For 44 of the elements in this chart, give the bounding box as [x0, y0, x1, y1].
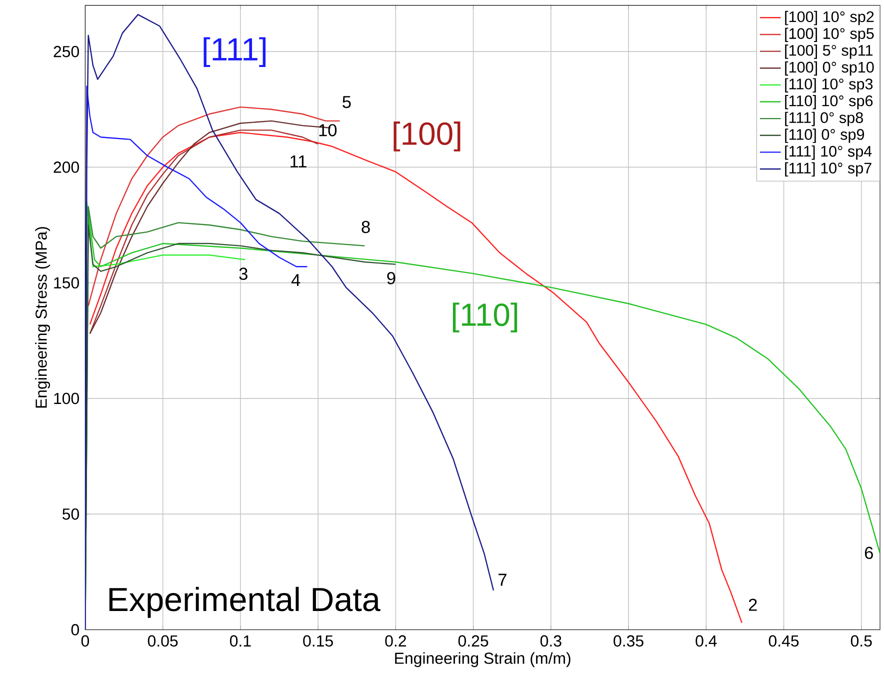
legend-label: [100] 10° sp2: [785, 10, 874, 26]
legend-label: [110] 0° sp9: [785, 128, 864, 143]
x-tick-label: 0.5: [850, 635, 872, 646]
x-tick-label: 0.1: [230, 635, 251, 646]
annotation: 9: [387, 272, 396, 284]
annotation: 10: [319, 124, 337, 136]
x-tick-label: 0.3: [540, 635, 562, 646]
annotation: 6: [864, 546, 873, 559]
x-tick-label: 0.4: [696, 635, 717, 646]
legend-label: [110] 10° sp3: [785, 78, 873, 92]
x-tick-label: 0.2: [385, 635, 406, 646]
annotation: 11: [290, 155, 306, 168]
y-tick-label: 200: [54, 161, 79, 173]
annotation: 4: [291, 274, 300, 286]
x-tick-label: 0.25: [458, 635, 488, 646]
legend-label: [100] 0° sp10: [785, 61, 874, 76]
annotation: 8: [362, 220, 370, 233]
legend-label: [100] 10° sp5: [785, 28, 874, 42]
annotation: Experimental Data: [109, 586, 380, 618]
y-tick-label: 0: [71, 624, 79, 636]
y-axis-title: Engineering Stress (MPa): [35, 226, 50, 408]
annotation: 2: [748, 598, 757, 611]
x-tick-label: 0: [81, 635, 90, 646]
annotation: [111]: [204, 37, 266, 67]
legend-label: [110] 10° sp6: [785, 94, 873, 110]
y-tick-label: 250: [54, 46, 79, 58]
x-tick-label: 0.35: [614, 635, 644, 646]
annotation: 7: [498, 574, 506, 586]
y-tick-label: 150: [54, 277, 79, 288]
y-tick-label: 100: [54, 392, 79, 404]
annotation: 3: [239, 268, 248, 280]
x-tick-label: 0.05: [148, 635, 178, 646]
y-tick-label: 50: [62, 508, 79, 520]
annotation: [100]: [394, 121, 460, 152]
annotation: [110]: [452, 302, 518, 332]
legend-label: [111] 10° sp7: [785, 162, 872, 176]
x-tick-label: 0.15: [303, 635, 333, 646]
line-series: [88, 106, 340, 306]
legend-label: [111] 10° sp4: [785, 145, 872, 160]
legend-label: [111] 0° sp8: [785, 112, 863, 126]
x-tick-label: 0.45: [768, 635, 799, 646]
x-axis-title: Engineering Strain (m/m): [395, 652, 570, 667]
annotation: 5: [342, 96, 351, 108]
legend-label: [100] 5° sp11: [785, 44, 873, 59]
